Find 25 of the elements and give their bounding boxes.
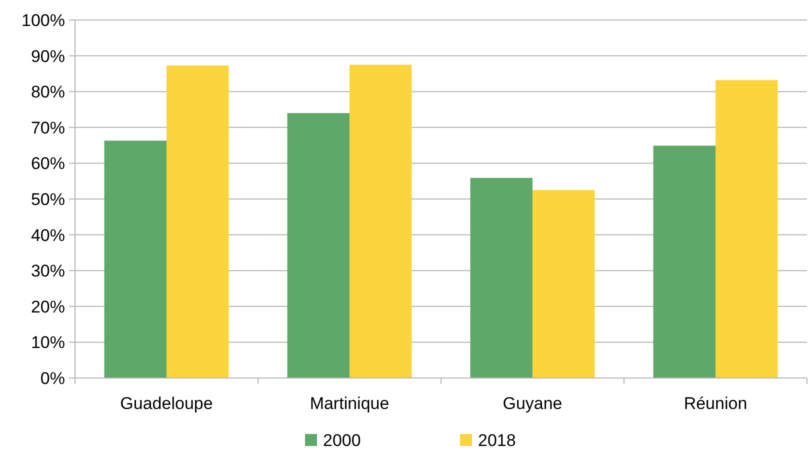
x-tick-label: Guadeloupe xyxy=(120,394,213,413)
y-tick-label: 20% xyxy=(30,297,65,316)
bar xyxy=(104,140,166,378)
bar xyxy=(532,190,595,378)
y-tick-label: 100% xyxy=(22,10,65,30)
x-tick-label: Guyane xyxy=(502,394,562,413)
legend-label: 2000 xyxy=(323,430,361,450)
y-tick-label: 30% xyxy=(30,262,65,281)
bar xyxy=(716,80,778,378)
bar xyxy=(653,146,716,378)
y-tick-label: 60% xyxy=(30,154,65,174)
x-tick-label: Réunion xyxy=(684,394,748,413)
y-tick-label: 80% xyxy=(30,82,65,102)
legend-label: 2018 xyxy=(478,430,516,450)
y-tick-label: 0% xyxy=(40,368,65,388)
y-tick-label: 70% xyxy=(30,118,65,138)
bar xyxy=(166,65,229,378)
y-tick-label: 90% xyxy=(30,46,65,66)
bar xyxy=(350,64,412,378)
y-tick-label: 50% xyxy=(30,190,65,209)
y-tick-label: 10% xyxy=(30,333,65,352)
x-tick-label: Martinique xyxy=(310,394,390,413)
bar xyxy=(287,113,350,378)
y-tick-label: 40% xyxy=(30,226,65,245)
bar xyxy=(470,178,532,378)
